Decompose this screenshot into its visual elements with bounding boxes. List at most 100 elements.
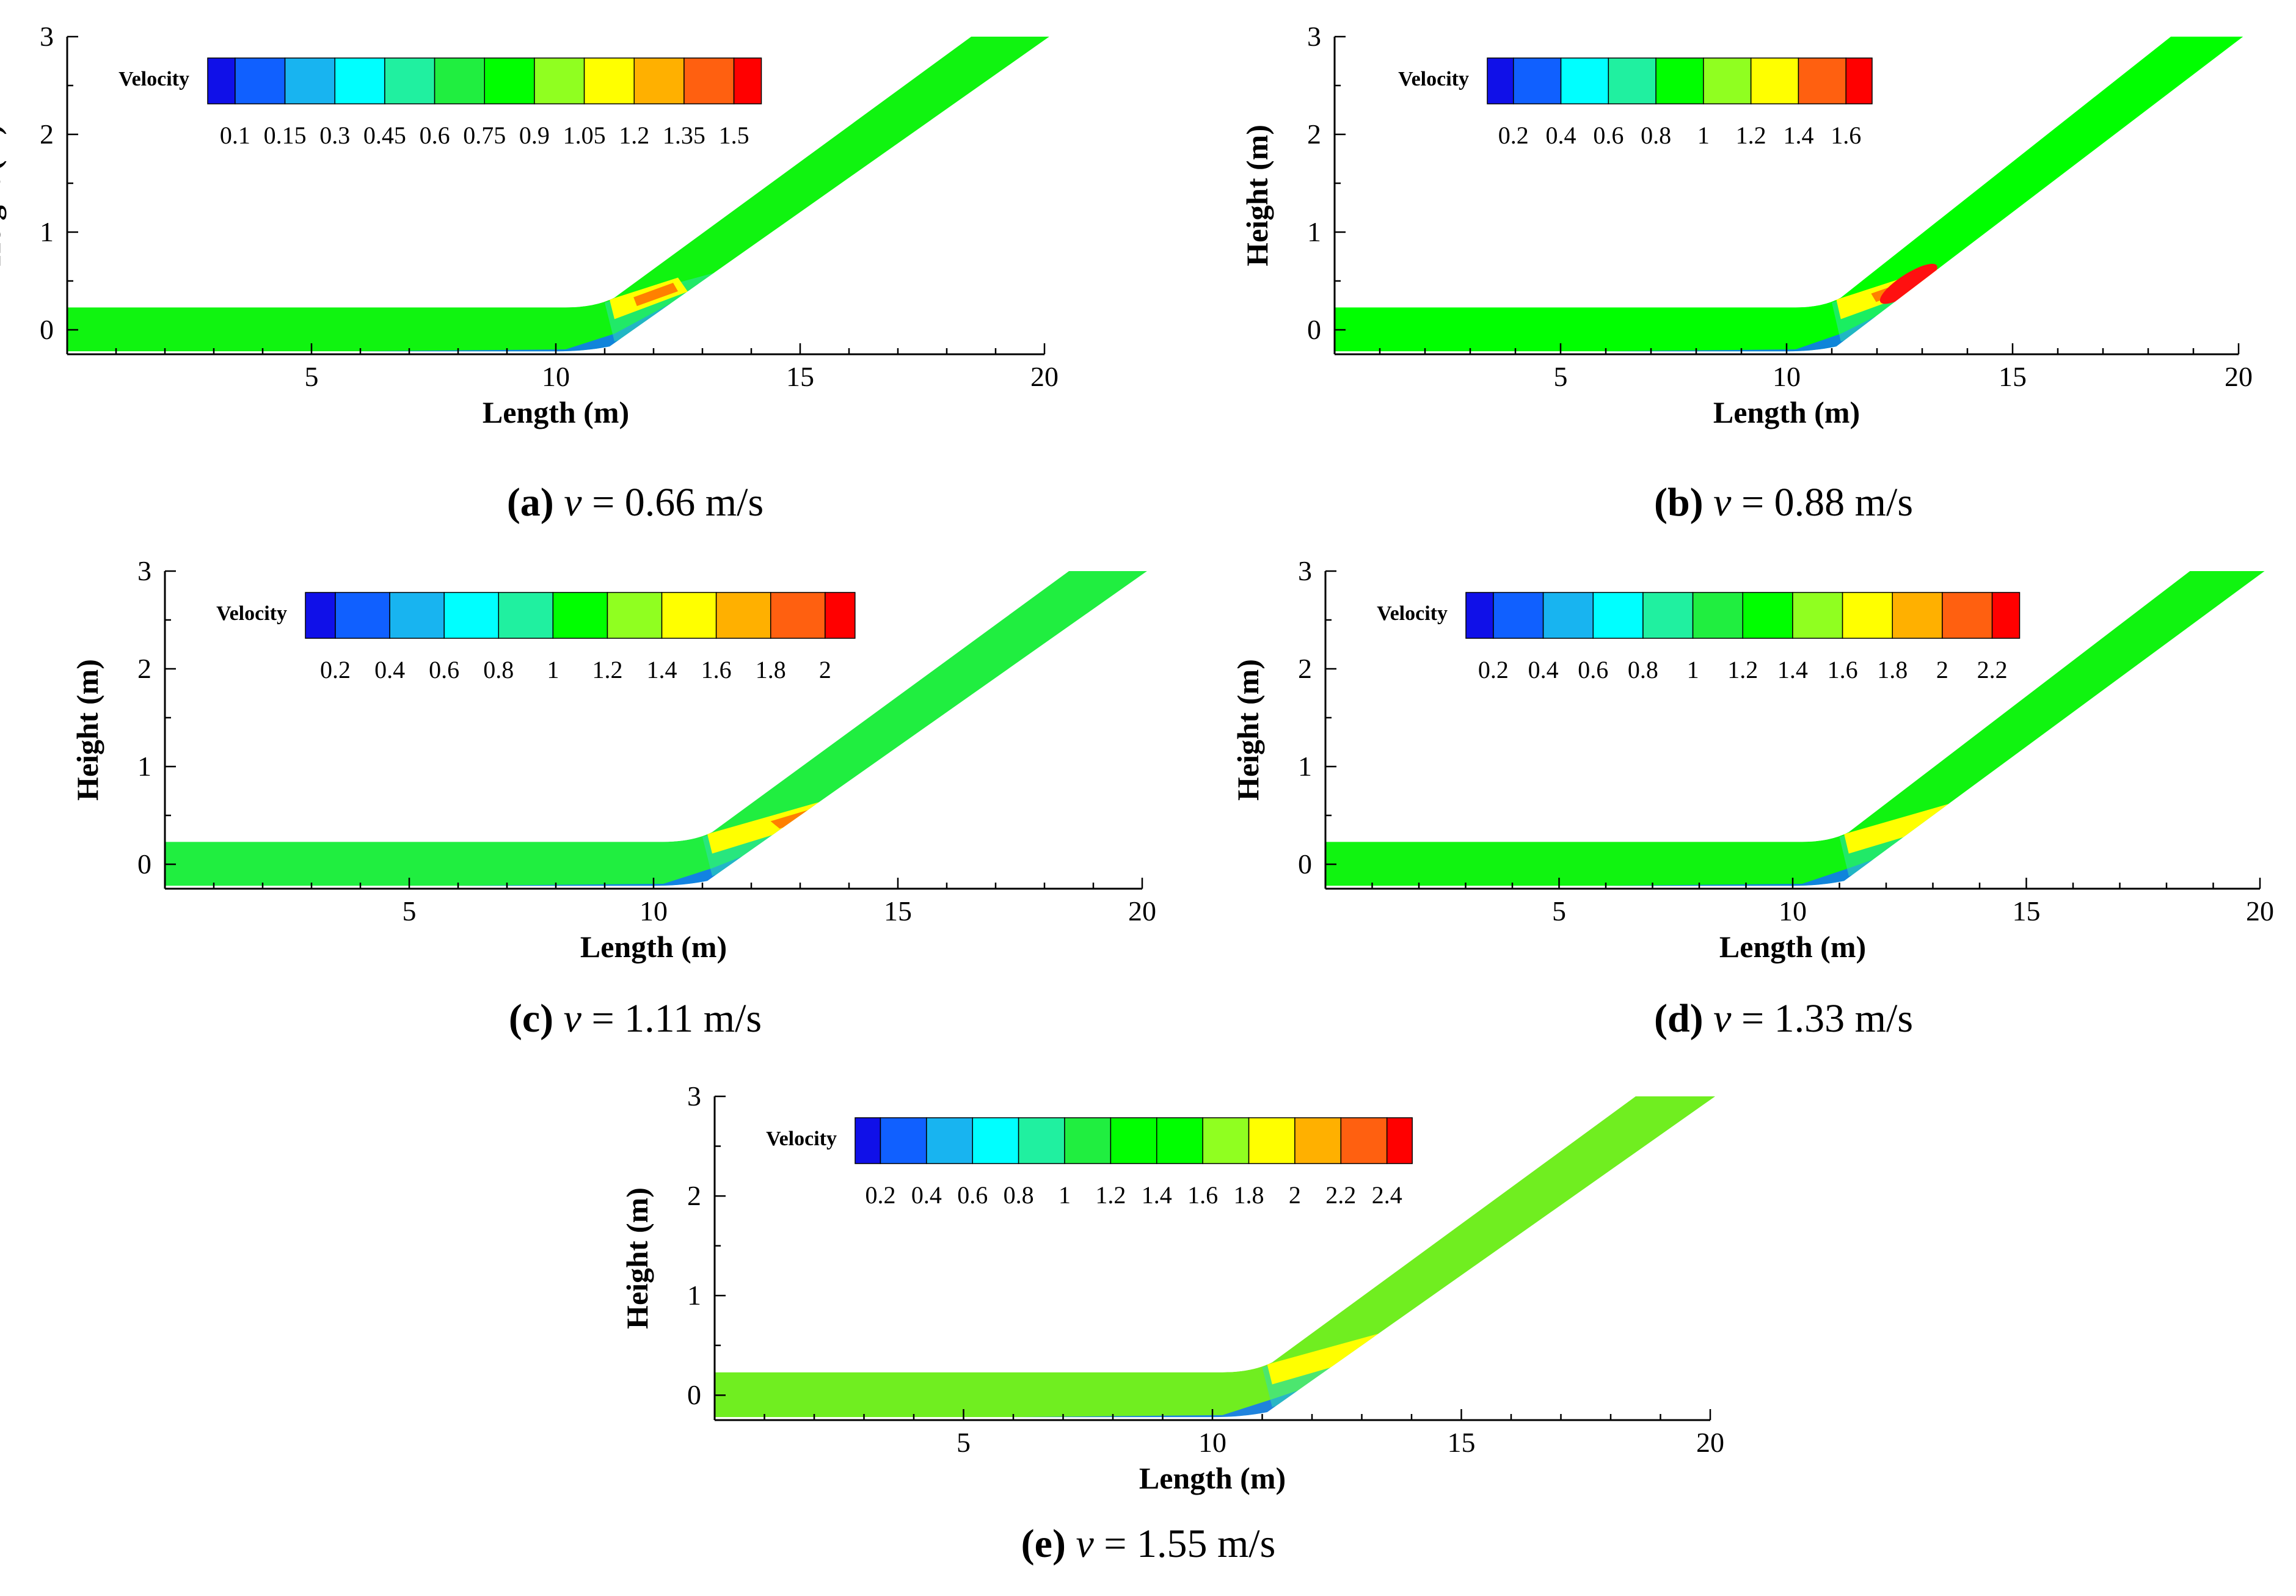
legend-tick-label-a: 0.15 (264, 122, 307, 149)
caption-c-letter: (c) (508, 996, 554, 1041)
legend-swatch-c (607, 592, 663, 639)
x-tick-label-c: 15 (884, 895, 912, 927)
legend-tick-label-c: 1.4 (647, 656, 677, 683)
legend-swatch-d (1465, 592, 1494, 639)
y-axis-title-c: Height (m) (70, 659, 104, 801)
y-tick-label-d: 3 (1298, 555, 1312, 586)
legend-swatch-b (1750, 57, 1799, 104)
legend-title-a: Velocity (118, 68, 189, 90)
x-tick-label-e: 5 (957, 1427, 971, 1458)
legend-tick-label-b: 0.4 (1546, 122, 1576, 149)
legend-tick-label-b: 1.6 (1831, 122, 1861, 149)
legend-swatch-e (1294, 1117, 1342, 1164)
legend-tick-label-d: 0.4 (1528, 656, 1559, 683)
caption-b-letter: (b) (1653, 480, 1704, 525)
legend-swatch-d (1542, 592, 1594, 639)
caption-d-rest: = 1.33 m/s (1731, 996, 1914, 1041)
legend-swatch-a (583, 57, 635, 104)
y-axis-title-d: Height (m) (1231, 659, 1265, 801)
caption-d-letter: (d) (1653, 996, 1704, 1041)
legend-tick-label-b: 0.2 (1498, 122, 1529, 149)
legend-swatch-c (305, 592, 336, 639)
legend-swatch-c (389, 592, 445, 639)
y-tick-label-e: 2 (687, 1180, 701, 1211)
legend-swatch-e (880, 1117, 927, 1164)
flow-domain-d (1325, 571, 2265, 886)
x-tick-label-d: 15 (2013, 895, 2041, 927)
x-axis-title-d: Length (m) (1719, 930, 1866, 964)
x-tick-label-d: 20 (2246, 895, 2274, 927)
legend-tick-label-e: 0.6 (957, 1181, 988, 1209)
legend-tick-label-a: 0.45 (363, 122, 406, 149)
x-tick-label-a: 10 (542, 361, 570, 392)
legend-swatch-c (335, 592, 390, 639)
legend-swatch-e (1156, 1117, 1203, 1164)
legend-title-b: Velocity (1398, 68, 1469, 90)
legend-swatch-a (235, 57, 286, 104)
y-tick-label-a: 1 (40, 216, 54, 247)
flow-domain-c (165, 571, 1147, 886)
legend-tick-label-d: 1.8 (1877, 656, 1908, 683)
legend-swatch-b (1608, 57, 1656, 104)
x-tick-label-e: 20 (1696, 1427, 1724, 1458)
chart-e: 5 10 15 20 0 1 2 3 Length (m) Height (m) Velocity 0… (620, 1080, 1724, 1495)
legend-swatch-a (434, 57, 485, 104)
legend-tick-label-a: 0.1 (220, 122, 250, 149)
legend-swatch-b (1513, 57, 1562, 104)
legend-swatch-c (443, 592, 500, 639)
legend-swatch-c (552, 592, 608, 639)
y-axis-title-a: Height (m) (0, 125, 7, 266)
legend-tick-label-e: 1.8 (1234, 1181, 1264, 1209)
caption-c-var: v (563, 996, 581, 1041)
legend-tick-label-a: 0.6 (420, 122, 450, 149)
legend-tick-label-e: 1.4 (1142, 1181, 1172, 1209)
y-tick-label-a: 3 (40, 21, 54, 52)
caption-a-rest: = 0.66 m/s (581, 480, 764, 525)
legend-tick-label-e: 2.4 (1372, 1181, 1402, 1209)
legend-title-e: Velocity (766, 1128, 837, 1150)
legend-swatch-a (484, 57, 535, 104)
legend-tick-label-e: 2.2 (1325, 1181, 1356, 1209)
x-tick-label-e: 15 (1448, 1427, 1476, 1458)
legend-swatch-b (1703, 57, 1752, 104)
y-tick-label-d: 0 (1298, 848, 1312, 880)
caption-b-var: v (1713, 480, 1732, 525)
caption-d-var: v (1713, 996, 1732, 1041)
peak-velocity-spot-e (1562, 1263, 1620, 1304)
legend-swatch-e (1386, 1117, 1413, 1164)
legend-swatch-b (1655, 57, 1704, 104)
legend-tick-label-a: 1.05 (563, 122, 606, 149)
x-tick-label-a: 20 (1030, 361, 1059, 392)
legend-swatch-a (633, 57, 685, 104)
legend-swatch-a (334, 57, 385, 104)
legend-swatch-c (770, 592, 826, 639)
legend-swatch-c (661, 592, 717, 639)
caption-e: (e) v = 1.55 m/s (965, 1521, 1332, 1567)
legend-swatch-e (1248, 1117, 1296, 1164)
legend-tick-label-c: 1.6 (701, 656, 732, 683)
flow-domain-e (715, 1096, 1716, 1418)
caption-a-var: v (564, 480, 582, 525)
legend-swatch-a (733, 57, 762, 104)
legend-title-c: Velocity (216, 602, 287, 625)
x-tick-label-b: 20 (2225, 361, 2253, 392)
legend-tick-label-b: 0.8 (1641, 122, 1671, 149)
y-tick-label-b: 1 (1307, 216, 1321, 247)
high-velocity-streak-e (1267, 1267, 1631, 1385)
legend-swatch-d (1991, 592, 2021, 639)
legend-swatch-d (1692, 592, 1743, 639)
legend-tick-label-a: 0.3 (319, 122, 350, 149)
legend-swatch-b (1487, 57, 1514, 104)
legend-swatch-b (1798, 57, 1846, 104)
legend-swatch-e (972, 1117, 1019, 1164)
y-tick-label-b: 3 (1307, 21, 1321, 52)
chart-d: 5 10 15 20 0 1 2 3 Length (m) Height (m) Velocity 0… (1231, 555, 2274, 964)
caption-e-var: v (1076, 1521, 1094, 1566)
legend-tick-label-d: 0.6 (1578, 656, 1608, 683)
legend-tick-label-d: 1.2 (1727, 656, 1758, 683)
legend-swatch-d (1792, 592, 1843, 639)
legend-swatch-e (1018, 1117, 1065, 1164)
legend-swatch-a (284, 57, 336, 104)
y-tick-label-c: 1 (137, 751, 151, 782)
